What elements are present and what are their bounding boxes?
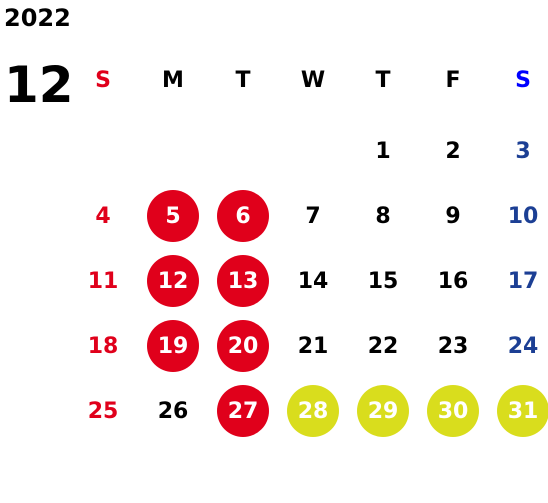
day-cell-highlighted-red[interactable]: 5 <box>147 190 199 242</box>
day-cell[interactable]: 23 <box>437 333 469 359</box>
day-cell-highlighted-red[interactable]: 19 <box>147 320 199 372</box>
day-cell[interactable]: 14 <box>297 268 329 294</box>
day-cell-highlighted-yellow[interactable]: 30 <box>427 385 479 437</box>
day-cell[interactable]: 18 <box>87 333 119 359</box>
day-cell-highlighted-red[interactable]: 13 <box>217 255 269 307</box>
day-cell[interactable]: 26 <box>157 398 189 424</box>
day-cell-highlighted-red[interactable]: 27 <box>217 385 269 437</box>
day-cell-highlighted-yellow[interactable]: 28 <box>287 385 339 437</box>
day-cell[interactable]: 17 <box>507 268 539 294</box>
weekday-header-mon: M <box>162 68 184 93</box>
day-cell[interactable]: 9 <box>445 203 461 229</box>
day-cell[interactable]: 4 <box>95 203 111 229</box>
day-cell[interactable]: 3 <box>515 138 531 164</box>
month-label: 12 <box>4 56 74 114</box>
weekday-header-tue: T <box>235 68 251 93</box>
day-cell[interactable]: 25 <box>87 398 119 424</box>
day-cell[interactable]: 11 <box>87 268 119 294</box>
day-cell-highlighted-red[interactable]: 6 <box>217 190 269 242</box>
day-cell-highlighted-yellow[interactable]: 29 <box>357 385 409 437</box>
weekday-header-thu: T <box>375 68 391 93</box>
weekday-header-sat: S <box>515 68 531 93</box>
day-cell[interactable]: 10 <box>507 203 539 229</box>
day-cell-highlighted-red[interactable]: 20 <box>217 320 269 372</box>
day-cell[interactable]: 24 <box>507 333 539 359</box>
day-cell[interactable]: 22 <box>367 333 399 359</box>
day-cell[interactable]: 15 <box>367 268 399 294</box>
weekday-header-sun: S <box>95 68 111 93</box>
day-cell-highlighted-red[interactable]: 12 <box>147 255 199 307</box>
weekday-header-wed: W <box>300 68 326 93</box>
day-cell[interactable]: 2 <box>445 138 461 164</box>
day-cell[interactable]: 1 <box>375 138 391 164</box>
day-cell[interactable]: 8 <box>375 203 391 229</box>
day-cell-highlighted-yellow[interactable]: 31 <box>497 385 548 437</box>
day-cell[interactable]: 21 <box>297 333 329 359</box>
day-cell[interactable]: 7 <box>305 203 321 229</box>
weekday-header-fri: F <box>445 68 461 93</box>
day-cell[interactable]: 16 <box>437 268 469 294</box>
year-label: 2022 <box>4 4 71 32</box>
